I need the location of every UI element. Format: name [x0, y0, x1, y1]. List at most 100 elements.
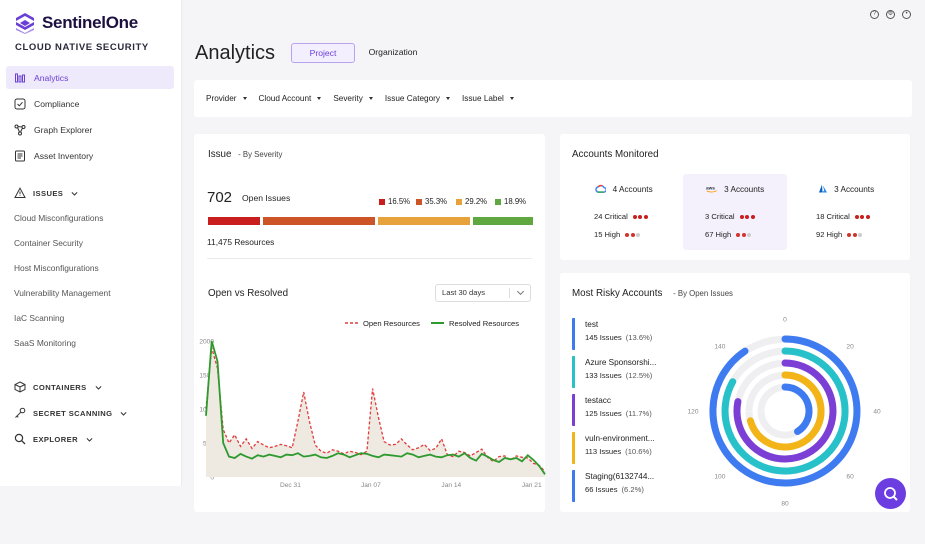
filter-severity[interactable]: Severity [333, 94, 373, 103]
nav-label: Compliance [34, 98, 80, 109]
nav-item-vulnerability-management[interactable]: Vulnerability Management [14, 288, 111, 298]
risky-title: Most Risky Accounts [572, 288, 663, 299]
severity-segment [472, 217, 533, 225]
risky-account-issues: 66 Issues (6.2%) [585, 485, 654, 494]
accounts-count: 4 Accounts [612, 185, 653, 194]
date-range-value: Last 30 days [442, 288, 486, 297]
risky-account-item[interactable]: vuln-environment... 113 Issues (10.6%) [572, 432, 655, 464]
filter-label: Cloud Account [258, 94, 312, 103]
x-tick-label: Dec 31 [280, 482, 301, 489]
high-count: 15 High [594, 230, 621, 239]
filter-provider[interactable]: Provider [206, 94, 247, 103]
nav-label: Analytics [34, 72, 69, 83]
secret-scanning-section-label: SECRET SCANNING [33, 408, 113, 418]
nav-item-asset-inventory[interactable]: Asset Inventory [6, 144, 174, 167]
filter-cloud-account[interactable]: Cloud Account [259, 94, 322, 103]
issues-pct: (11.7%) [625, 409, 652, 418]
risky-account-name: testacc [585, 396, 611, 405]
y-tick-label: 2000 [199, 339, 214, 346]
filter-issue-label[interactable]: Issue Label [462, 94, 514, 103]
severity-segment [208, 217, 261, 225]
warning-icon [14, 187, 26, 198]
legend-swatch [456, 198, 462, 205]
severity-dots [854, 214, 870, 219]
risky-account-issues: 113 Issues (10.6%) [585, 447, 655, 456]
nav-item-compliance[interactable]: Compliance [6, 92, 174, 115]
x-tick-label: Jan 21 [522, 482, 542, 489]
critical-row: 18 Critical [816, 212, 870, 221]
user-icon[interactable]: • [902, 10, 911, 19]
account-card-azure[interactable]: 3 Accounts 18 Critical 92 High [794, 174, 898, 250]
tab-organization[interactable]: Organization [368, 47, 418, 57]
nav-label: Asset Inventory [34, 150, 94, 161]
secret-scanning-section-toggle[interactable]: SECRET SCANNING [14, 407, 128, 419]
tab-project[interactable]: Project [291, 43, 355, 63]
critical-count: 24 Critical [594, 212, 628, 221]
nav-item-container-security[interactable]: Container Security [14, 238, 83, 248]
filter-issue-category[interactable]: Issue Category [385, 94, 450, 103]
risky-subtitle: - By Open Issues [673, 289, 733, 298]
logo[interactable]: SentinelOne [14, 12, 138, 34]
containers-section-toggle[interactable]: CONTAINERS [14, 381, 103, 393]
key-icon [15, 407, 26, 418]
chevron-down-icon [71, 191, 78, 196]
account-head: 4 Accounts [572, 184, 676, 194]
filter-label: Severity [333, 94, 363, 103]
radial-tick-label: 120 [687, 409, 698, 416]
nav-item-iac-scanning[interactable]: IaC Scanning [14, 313, 65, 323]
high-count: 92 High [816, 230, 843, 239]
sentinelone-logo-icon [16, 13, 34, 34]
risky-account-name: Staging(6132744... [585, 472, 655, 481]
critical-row: 3 Critical [705, 212, 755, 221]
risky-account-item[interactable]: Azure Sponsorshi... 133 Issues (12.5%) [572, 356, 656, 388]
open-vs-resolved-chart: Open Resources Resolved Resources 050010… [199, 319, 546, 489]
search-fab-button[interactable] [875, 478, 906, 509]
open-issues-count: 702 [207, 189, 233, 206]
issues-count: 145 Issues [585, 333, 622, 342]
risky-account-item[interactable]: Staging(6132744... 66 Issues (6.2%) [572, 470, 654, 502]
explorer-section-label: EXPLORER [33, 434, 78, 444]
explorer-section-toggle[interactable]: EXPLORER [14, 433, 94, 445]
account-card-gcp[interactable]: 4 Accounts 24 Critical 15 High [572, 174, 676, 250]
issues-section-toggle[interactable]: ISSUES [14, 187, 79, 199]
y-tick-label: 0 [210, 475, 214, 482]
date-range-select[interactable]: Last 30 days [435, 284, 531, 302]
risky-account-item[interactable]: testacc 125 Issues (11.7%) [572, 394, 652, 426]
account-card-aws[interactable]: aws 3 Accounts 3 Critical 67 High [683, 174, 787, 250]
search-icon [883, 486, 898, 501]
sidebar-footer [0, 486, 182, 520]
filter-bar: Provider Cloud Account Severity Issue Ca… [194, 80, 912, 117]
radial-bar [733, 359, 837, 463]
radial-tick-label: 80 [781, 501, 789, 508]
nav-item-saas-monitoring[interactable]: SaaS Monitoring [14, 338, 76, 348]
issue-card-title: Issue - By Severity [208, 149, 282, 160]
filter-label: Issue Category [384, 94, 440, 103]
risky-accounts-card: Most Risky Accounts - By Open Issues tes… [560, 273, 910, 512]
cube-icon [14, 381, 26, 393]
filter-label: Provider [206, 94, 237, 103]
radial-bar [746, 371, 825, 451]
caret-down-icon [368, 97, 373, 100]
issues-pct: (10.6%) [625, 447, 652, 456]
containers-section-label: CONTAINERS [33, 382, 87, 392]
risky-title-row: Most Risky Accounts - By Open Issues [572, 288, 733, 299]
nav-item-analytics[interactable]: Analytics [6, 66, 174, 89]
chevron-down-icon [86, 437, 93, 442]
severity-pct: 16.5% [388, 197, 411, 206]
legend-swatch [379, 198, 385, 205]
nav-item-host-misconfigurations[interactable]: Host Misconfigurations [14, 263, 99, 273]
page-title: Analytics [195, 42, 276, 64]
nav-item-graph-explorer[interactable]: Graph Explorer [6, 118, 174, 141]
caret-down-icon [509, 97, 514, 100]
risky-account-item[interactable]: test 145 Issues (13.6%) [572, 318, 652, 350]
gear-icon[interactable]: ⚙ [886, 10, 895, 19]
gcp-icon [595, 184, 608, 193]
account-head: aws 3 Accounts [683, 184, 787, 194]
help-icon[interactable]: ? [870, 10, 879, 19]
radial-bar [709, 335, 861, 487]
legend-swatch [416, 198, 422, 205]
top-right-actions: ? ⚙ • [870, 10, 911, 19]
azure-icon [818, 184, 827, 193]
nav-item-cloud-misconfigurations[interactable]: Cloud Misconfigurations [14, 213, 104, 223]
high-row: 92 High [816, 230, 863, 239]
